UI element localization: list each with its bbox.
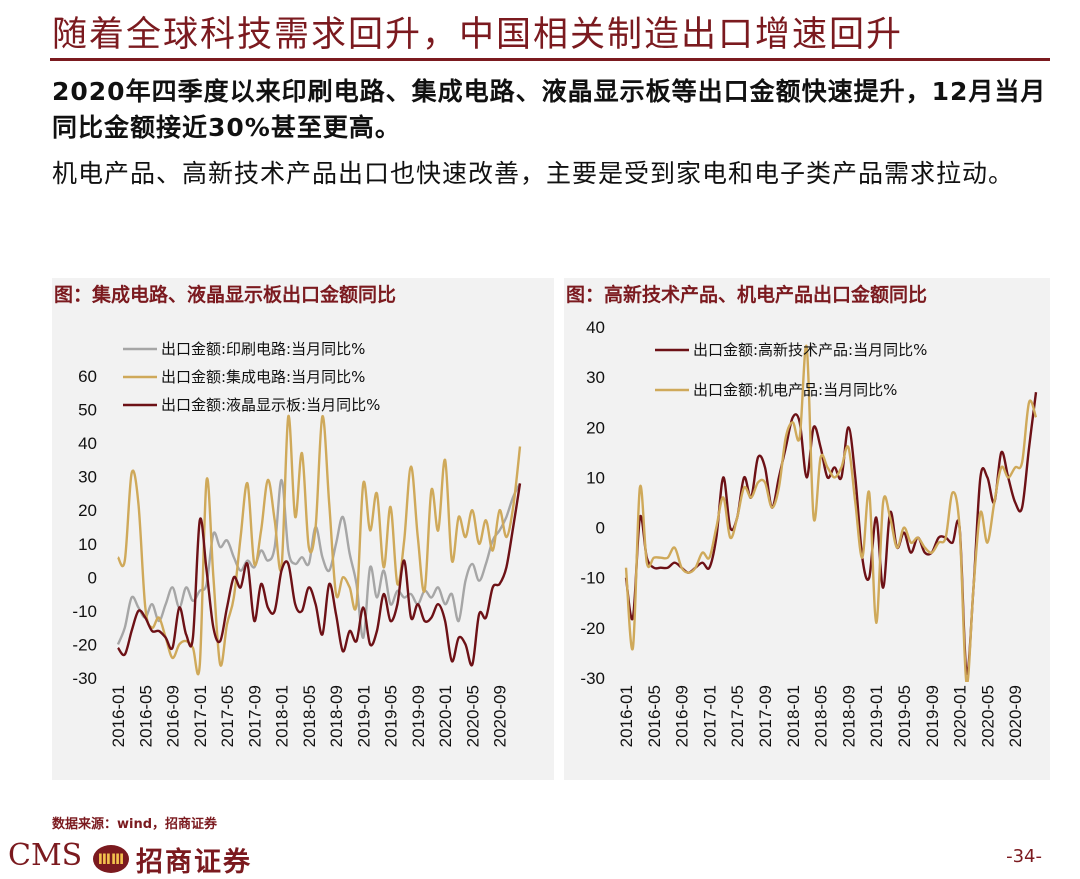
legend-label-2: 出口金额:液晶显示板:当月同比% <box>161 396 380 414</box>
brand-logo-glyph: ⅢⅢ <box>98 852 124 868</box>
data-source: 数据来源：wind，招商证券 <box>52 817 218 832</box>
legend-label-1: 出口金额:机电产品:当月同比% <box>693 381 897 399</box>
x-tick-label: 2017-01 <box>191 685 210 747</box>
x-tick-label: 2018-09 <box>839 685 858 747</box>
x-tick-label: 2016-09 <box>164 685 183 747</box>
x-tick-label: 2018-05 <box>812 685 831 747</box>
y-tick-label: 30 <box>78 468 97 487</box>
page-title: 随着全球科技需求回升，中国相关制造出口增速回升 <box>52 15 904 55</box>
legend-label-0: 出口金额:印刷电路:当月同比% <box>161 340 365 358</box>
y-tick-label: 60 <box>78 367 97 386</box>
x-tick-label: 2018-09 <box>327 685 346 747</box>
summary-paragraph-1: 2020年四季度以来印刷电路、集成电路、液晶显示板等出口金额快速提升，12月当月… <box>52 77 1047 142</box>
x-tick-label: 2018-01 <box>784 685 803 747</box>
page-number: -34- <box>1006 846 1042 867</box>
chart-title-left: 图：集成电路、液晶显示板出口金额同比 <box>54 284 397 306</box>
y-tick-label: -10 <box>72 602 97 621</box>
y-tick-label: -20 <box>72 635 97 654</box>
x-tick-label: 2016-01 <box>109 685 128 747</box>
y-tick-label: -30 <box>580 669 605 688</box>
y-tick-label: -30 <box>72 669 97 688</box>
x-tick-label: 2016-05 <box>136 685 155 747</box>
x-tick-label: 2017-09 <box>245 685 264 747</box>
chart-right: -30 -20 -10 0 10 20 30 40 2016-01 2016-05 2016-09 2… <box>580 318 1038 747</box>
brand-name-text: 招商证券 <box>136 847 252 878</box>
y-tick-label: 30 <box>586 368 605 387</box>
y-tick-label: 50 <box>78 401 97 420</box>
y-tick-label: 0 <box>88 568 97 587</box>
x-tick-label: 2017-05 <box>218 685 237 747</box>
x-tick-label: 2020-09 <box>1006 685 1025 747</box>
x-tick-label: 2019-01 <box>354 685 373 747</box>
chart-panel-right: 图：高新技术产品、机电产品出口金额同比 -30 -20 -10 0 10 20 30 40 20… <box>564 278 1050 780</box>
chart-title-right: 图：高新技术产品、机电产品出口金额同比 <box>566 284 928 306</box>
x-tick-label: 2016-09 <box>673 685 692 747</box>
chart-left: -30 -20 -10 0 10 20 30 40 50 60 2016-01 2016-05 2016… <box>72 340 522 747</box>
brand-cms-text: CMS <box>8 838 83 873</box>
x-tick-label: 2020-01 <box>951 685 970 747</box>
x-tick-label: 2020-09 <box>491 685 510 747</box>
x-tick-label: 2016-05 <box>645 685 664 747</box>
brand-logo-icon: ⅢⅢ <box>93 845 129 873</box>
y-tick-label: -10 <box>580 569 605 588</box>
series-line-1 <box>624 344 1038 682</box>
x-tick-label: 2019-09 <box>923 685 942 747</box>
brand-footer: CMS ⅢⅢ 招商证券 <box>8 838 328 878</box>
y-tick-label: -20 <box>580 619 605 638</box>
y-tick-label: 40 <box>586 318 605 337</box>
x-tick-label: 2019-05 <box>382 685 401 747</box>
y-tick-label: 20 <box>586 418 605 437</box>
y-tick-label: 40 <box>78 434 97 453</box>
x-tick-label: 2019-09 <box>409 685 428 747</box>
x-tick-label: 2020-01 <box>436 685 455 747</box>
x-tick-label: 2018-01 <box>273 685 292 747</box>
y-tick-label: 10 <box>78 535 97 554</box>
x-tick-label: 2020-05 <box>978 685 997 747</box>
title-divider <box>50 58 1050 61</box>
legend-label-0: 出口金额:高新技术产品:当月同比% <box>693 341 927 359</box>
y-tick-label: 0 <box>596 519 605 538</box>
y-tick-label: 10 <box>586 468 605 487</box>
x-tick-label: 2020-05 <box>463 685 482 747</box>
chart-panel-left: 图：集成电路、液晶显示板出口金额同比 -30 -20 -10 0 10 20 30 40 50 6… <box>52 278 554 780</box>
x-tick-label: 2016-01 <box>617 685 636 747</box>
x-tick-label: 2017-09 <box>756 685 775 747</box>
x-tick-label: 2017-05 <box>728 685 747 747</box>
series-line-0 <box>624 392 1038 676</box>
x-tick-label: 2018-05 <box>300 685 319 747</box>
series-line-2 <box>117 483 522 667</box>
legend-label-1: 出口金额:集成电路:当月同比% <box>161 368 365 386</box>
y-tick-label: 20 <box>78 501 97 520</box>
summary-paragraph-2: 机电产品、高新技术产品出口也快速改善，主要是受到家电和电子类产品需求拉动。 <box>52 159 1015 188</box>
x-tick-label: 2019-01 <box>867 685 886 747</box>
series-line-0 <box>116 478 522 645</box>
x-tick-label: 2017-01 <box>700 685 719 747</box>
x-tick-label: 2019-05 <box>895 685 914 747</box>
